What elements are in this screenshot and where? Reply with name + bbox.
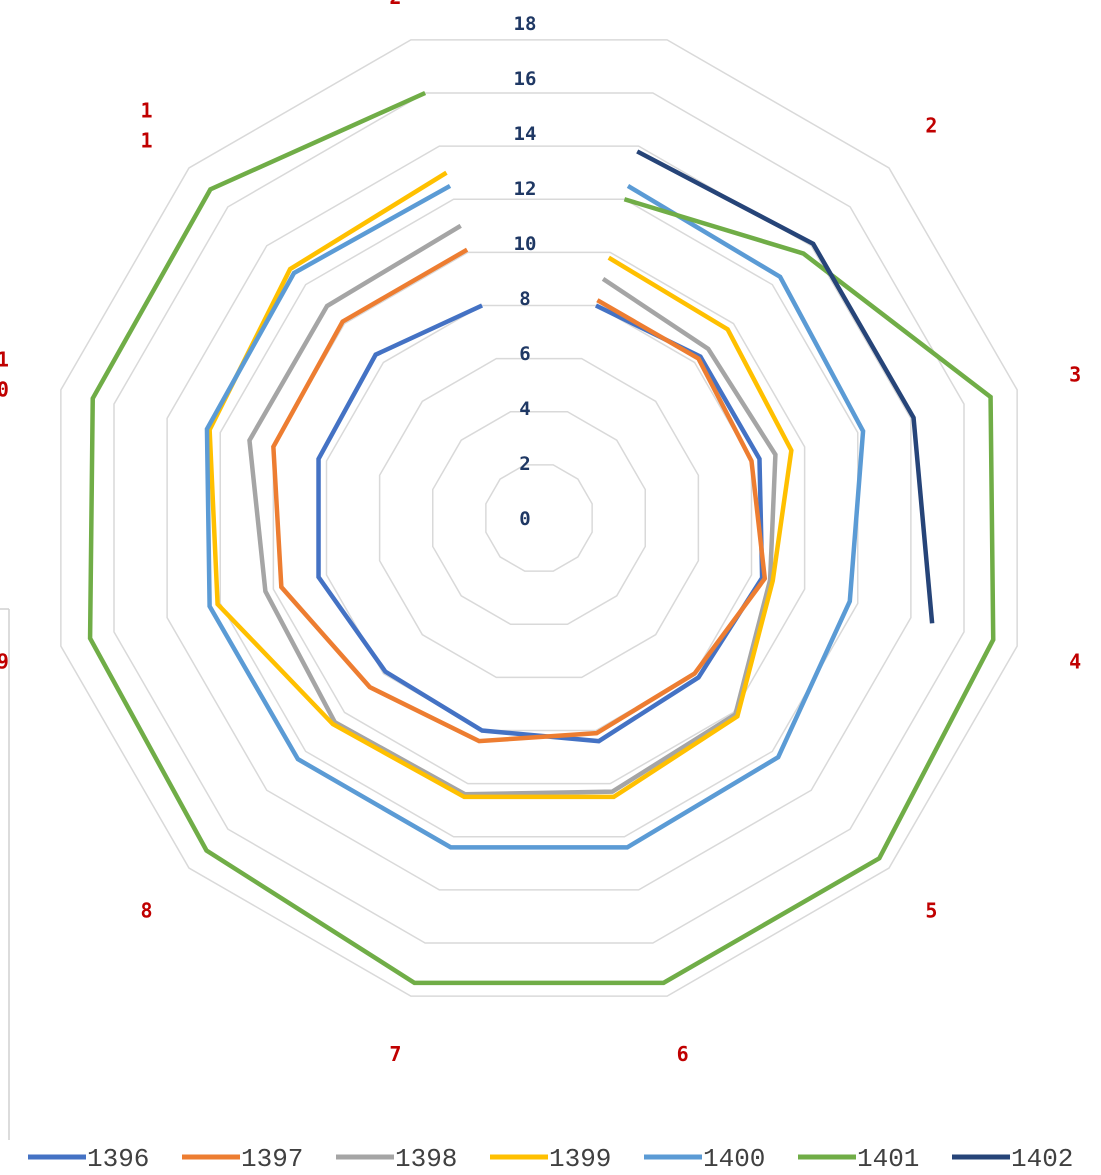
grid-ring-16 [113, 92, 965, 944]
grid-ring-10 [272, 251, 806, 785]
legend-label-1396: 1396 [87, 1144, 149, 1174]
grid-ring-4 [431, 410, 647, 626]
tick-label-4: 4 [519, 398, 530, 420]
category-label-7: 7 [389, 1042, 401, 1066]
tick-label-8: 8 [519, 288, 530, 310]
tick-label-18: 18 [514, 13, 537, 35]
category-label-9: 9 [0, 650, 9, 674]
legend-label-1398: 1398 [395, 1144, 457, 1174]
tick-label-10: 10 [514, 233, 537, 255]
grid-ring-8 [325, 304, 753, 732]
legend-label-1402: 1402 [1011, 1144, 1073, 1174]
category-label-12: 12 [389, 0, 401, 9]
category-label-6: 6 [677, 1042, 689, 1066]
legend-label-1400: 1400 [703, 1144, 765, 1174]
legend: 1396 1397 1398 1399 1400 1401 1402 [28, 1144, 1073, 1174]
series-line-1400 [204, 183, 866, 850]
grid-ring-14 [166, 145, 912, 891]
grid-ring-2 [485, 464, 593, 572]
series-line-1402 [636, 149, 935, 624]
tick-label-14: 14 [514, 123, 537, 145]
category-label-3: 3 [1069, 362, 1081, 386]
grid-ring-18 [60, 39, 1018, 997]
legend-label-1399: 1399 [549, 1144, 611, 1174]
radar-grid [60, 39, 1018, 997]
category-label-8: 8 [141, 898, 153, 922]
grid-ring-12 [219, 198, 859, 838]
tick-label-12: 12 [514, 178, 537, 200]
radar-series [87, 90, 996, 986]
category-labels: 12 3 4 5 6 7 8 9 10 11 12 [0, 0, 1081, 1066]
tick-label-0: 0 [519, 508, 530, 530]
series-line-1401 [87, 90, 996, 986]
grid-ring-6 [378, 357, 700, 679]
category-label-5: 5 [925, 898, 937, 922]
category-label-2: 2 [925, 114, 937, 138]
series-line-1397 [271, 247, 768, 744]
legend-label-1397: 1397 [241, 1144, 303, 1174]
radial-axis-ticks: 0 2 4 6 8 10 12 14 16 18 [514, 13, 537, 530]
series-line-1399 [207, 170, 794, 800]
legend-label-1401: 1401 [857, 1144, 919, 1174]
tick-label-6: 6 [519, 343, 530, 365]
series-line-1396 [316, 303, 765, 744]
category-label-4: 4 [1069, 650, 1081, 674]
tick-label-16: 16 [514, 68, 537, 90]
series-line-1398 [247, 223, 778, 797]
tick-label-2: 2 [519, 453, 530, 475]
